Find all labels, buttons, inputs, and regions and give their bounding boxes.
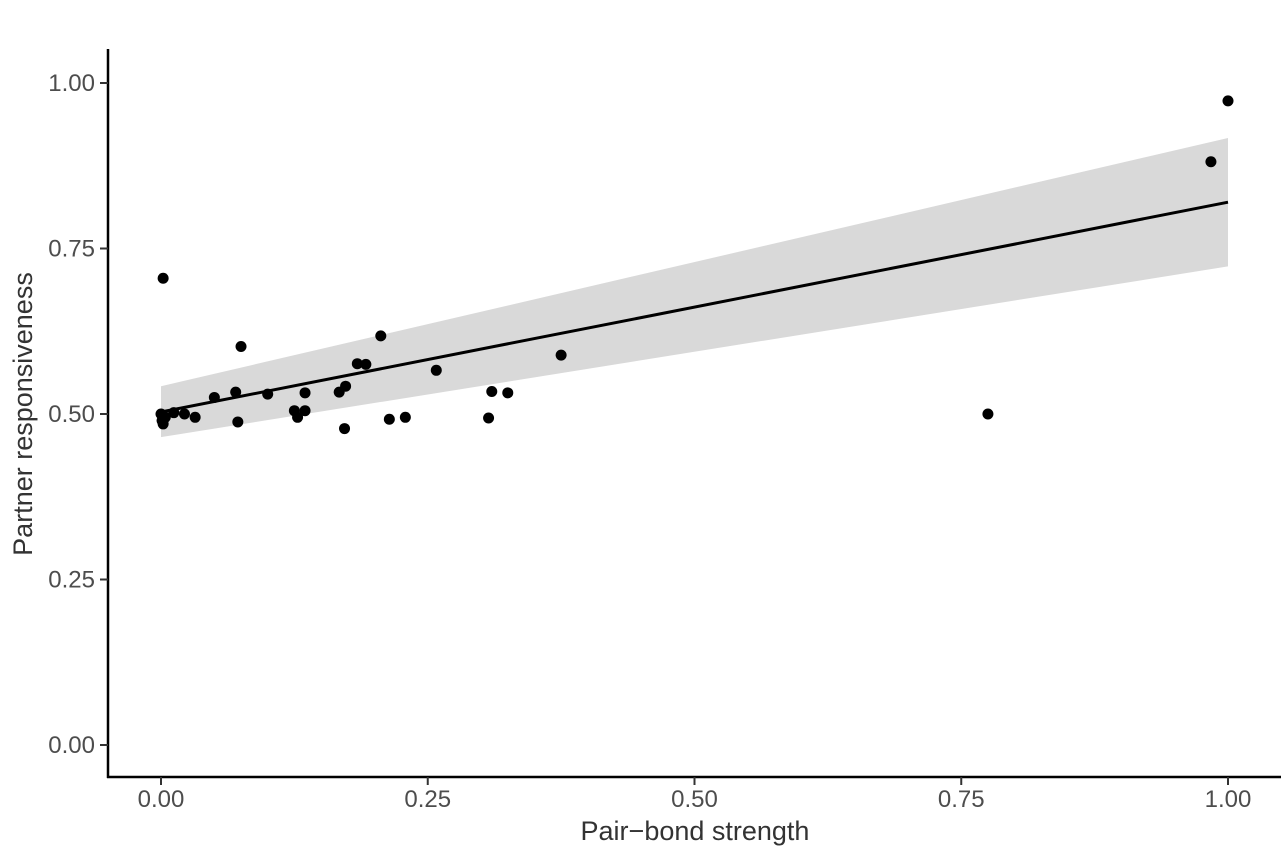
data-point bbox=[230, 386, 242, 398]
x-tick-label: 0.75 bbox=[938, 786, 985, 813]
ticks-layer: 0.00 0.25 0.50 0.75 1.00 0.00 0.25 0.50 0.75 1.00 bbox=[48, 70, 1251, 813]
y-tick-label: 0.00 bbox=[48, 732, 95, 759]
data-point bbox=[982, 408, 994, 420]
data-point bbox=[262, 388, 274, 400]
data-point bbox=[1205, 156, 1217, 168]
y-tick-label: 0.25 bbox=[48, 567, 95, 594]
data-point bbox=[340, 380, 352, 392]
data-point bbox=[208, 391, 220, 403]
data-point bbox=[178, 408, 190, 420]
points-layer bbox=[155, 95, 1234, 435]
data-point bbox=[292, 411, 304, 423]
data-point bbox=[339, 423, 351, 435]
data-point bbox=[483, 412, 495, 424]
x-tick-label: 0.00 bbox=[138, 786, 185, 813]
data-point bbox=[159, 411, 171, 423]
x-tick-label: 0.50 bbox=[671, 786, 718, 813]
data-point bbox=[486, 385, 498, 397]
data-point bbox=[375, 330, 387, 342]
x-tick-label: 0.25 bbox=[404, 786, 451, 813]
fit-line bbox=[160, 200, 1229, 414]
data-point bbox=[383, 413, 395, 425]
confidence-band bbox=[161, 137, 1228, 438]
y-axis-title: Partner responsiveness bbox=[8, 272, 38, 556]
data-point bbox=[189, 411, 201, 423]
confidence-band-layer bbox=[161, 137, 1228, 438]
data-point bbox=[555, 349, 567, 361]
data-point bbox=[1222, 95, 1234, 107]
fit-line-layer bbox=[160, 200, 1229, 414]
data-point bbox=[232, 416, 244, 428]
data-point bbox=[157, 272, 169, 284]
data-point bbox=[235, 340, 247, 352]
data-point bbox=[351, 358, 363, 370]
y-tick-label: 0.75 bbox=[48, 236, 95, 263]
y-tick-label: 0.50 bbox=[48, 401, 95, 428]
data-point bbox=[299, 387, 311, 399]
x-axis-title: Pair−bond strength bbox=[581, 816, 810, 846]
data-point bbox=[168, 407, 180, 419]
y-tick-label: 1.00 bbox=[48, 70, 95, 97]
data-point bbox=[430, 364, 442, 376]
data-point bbox=[360, 358, 372, 370]
data-point bbox=[299, 405, 311, 417]
data-point bbox=[399, 411, 411, 423]
data-point bbox=[502, 387, 514, 399]
x-tick-label: 1.00 bbox=[1205, 786, 1252, 813]
